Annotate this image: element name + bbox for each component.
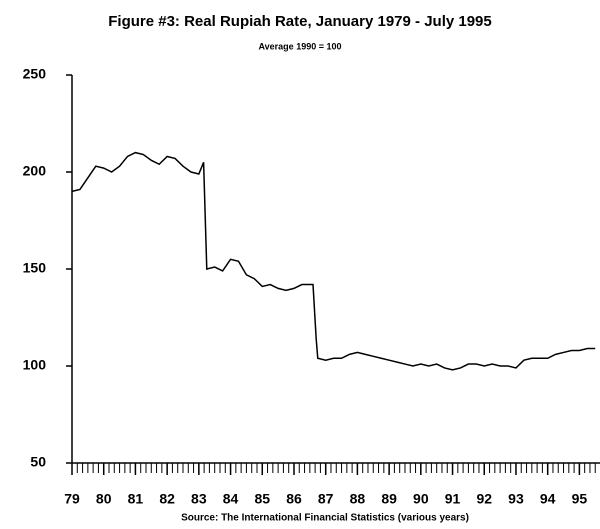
chart-subtitle: Average 1990 = 100: [259, 41, 342, 51]
x-tick-label: 94: [540, 491, 556, 507]
x-tick-label: 80: [96, 491, 112, 507]
chart-title: Figure #3: Real Rupiah Rate, January 197…: [108, 13, 492, 30]
data-line: [71, 151, 596, 371]
x-tick-label: 88: [350, 491, 366, 507]
x-tick-label: 86: [286, 491, 302, 507]
x-tick-label: 83: [191, 491, 207, 507]
x-tick-label: 87: [318, 491, 334, 507]
y-tick-label: 150: [23, 260, 47, 276]
y-tick-label: 250: [23, 66, 47, 82]
x-tick-label: 81: [128, 491, 144, 507]
x-tick-label: 93: [508, 491, 524, 507]
x-tick-label: 95: [572, 491, 588, 507]
x-tick-label: 85: [254, 491, 270, 507]
y-tick-label: 50: [30, 454, 46, 470]
x-tick-label: 84: [223, 491, 239, 507]
source-note: Source: The International Financial Stat…: [181, 513, 469, 524]
x-tick-label: 79: [64, 491, 80, 507]
x-tick-label: 82: [159, 491, 175, 507]
x-tick-label: 92: [476, 491, 492, 507]
x-tick-label: 90: [413, 491, 429, 507]
x-tick-label: 91: [445, 491, 461, 507]
y-tick-label: 100: [23, 357, 47, 373]
y-tick-label: 200: [23, 163, 47, 179]
x-tick-label: 89: [381, 491, 397, 507]
